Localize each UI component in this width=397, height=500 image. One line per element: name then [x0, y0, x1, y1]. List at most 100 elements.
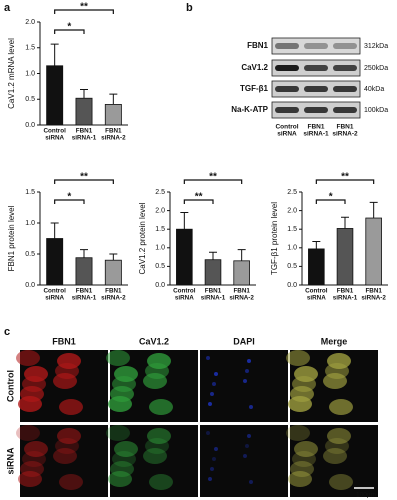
- significance-bracket: [54, 9, 114, 14]
- panel-label: a: [4, 2, 11, 14]
- x-tick-label: FBN1: [365, 288, 382, 295]
- x-tick-label: FBN1: [76, 288, 93, 295]
- cell: [114, 441, 138, 457]
- y-tick-label: 0.5: [25, 251, 35, 258]
- x-tick-label: Control: [43, 288, 66, 295]
- significance-label: **: [341, 172, 349, 183]
- significance-bracket: [315, 199, 346, 204]
- error-bar: [109, 93, 118, 105]
- x-tick-label: siRNA: [45, 295, 64, 302]
- cell: [206, 356, 210, 360]
- y-axis-label: CaV1.2 mRNA level: [7, 38, 16, 109]
- blot-band: [333, 86, 357, 92]
- cell: [208, 477, 212, 481]
- cell: [245, 444, 249, 448]
- significance-label: **: [195, 192, 203, 203]
- cell: [286, 425, 310, 441]
- panel-label: c: [4, 326, 10, 338]
- significance-label: **: [209, 172, 217, 183]
- cell: [57, 428, 81, 444]
- bar: [204, 259, 222, 286]
- bar: [104, 104, 122, 126]
- blot-band: [304, 86, 328, 92]
- protein-label: TGF-β1: [240, 84, 269, 93]
- bar: [233, 260, 250, 286]
- blot-band: [304, 107, 328, 113]
- condition-label: Control: [5, 370, 15, 402]
- blot-band: [304, 43, 328, 49]
- error-bar: [312, 240, 321, 249]
- cell: [208, 402, 212, 406]
- cell: [329, 399, 353, 415]
- channel-label: CaV1.2: [139, 336, 169, 346]
- cell: [249, 480, 253, 484]
- cell: [53, 448, 77, 464]
- lane-label: FBN1: [308, 124, 325, 131]
- y-tick-label: 0.0: [155, 282, 165, 289]
- cell: [20, 461, 44, 477]
- cell: [212, 382, 216, 386]
- bar: [75, 257, 93, 286]
- cell: [294, 441, 318, 457]
- cell: [323, 448, 347, 464]
- lane-label: siRNA-1: [303, 131, 329, 138]
- error-bar: [209, 251, 217, 260]
- error-bar: [109, 253, 118, 261]
- protein-label: Na-K-ATP: [231, 105, 268, 114]
- y-tick-label: 0.0: [25, 282, 35, 289]
- scale-label: 100μm: [356, 492, 376, 499]
- cell: [18, 471, 42, 487]
- cell: [57, 353, 81, 369]
- cell: [59, 399, 83, 415]
- error-bar: [80, 88, 88, 99]
- blot-band: [333, 43, 357, 49]
- cell: [294, 366, 318, 382]
- x-tick-label: FBN1: [233, 288, 250, 295]
- cell: [143, 448, 167, 464]
- cell: [327, 353, 351, 369]
- x-tick-label: siRNA-2: [361, 295, 386, 302]
- y-tick-label: 1.0: [287, 245, 297, 252]
- x-tick-label: siRNA-2: [229, 295, 254, 302]
- y-tick-label: 1.5: [155, 226, 165, 233]
- y-tick-label: 1.5: [25, 45, 35, 52]
- protein-label: FBN1: [247, 41, 268, 50]
- y-axis-label: FBN1 protein level: [7, 205, 16, 271]
- error-bar: [80, 249, 88, 258]
- y-tick-label: 0.0: [287, 282, 297, 289]
- y-tick-label: 2.5: [155, 189, 165, 196]
- cell: [214, 372, 218, 376]
- cell: [147, 428, 171, 444]
- significance-label: **: [80, 2, 88, 13]
- y-tick-label: 0.5: [25, 96, 35, 103]
- condition-label: siRNA: [5, 447, 15, 475]
- size-label: 40kDa: [364, 86, 384, 93]
- blot-band: [275, 86, 299, 92]
- x-tick-label: siRNA-2: [101, 295, 126, 302]
- x-tick-label: siRNA-1: [333, 295, 358, 302]
- cell: [108, 471, 132, 487]
- cell: [149, 474, 173, 490]
- bar: [176, 228, 193, 286]
- significance-bracket: [315, 179, 375, 184]
- x-tick-label: siRNA-2: [101, 135, 126, 142]
- cell: [286, 350, 310, 366]
- x-tick-label: FBN1: [205, 288, 222, 295]
- cell: [110, 461, 134, 477]
- y-axis-label: TGF-β1 protein level: [270, 202, 279, 275]
- significance-bracket: [183, 179, 243, 184]
- protein-label: CaV1.2: [241, 63, 268, 72]
- panel-label: b: [186, 2, 193, 14]
- size-label: 250kDa: [364, 65, 388, 72]
- blot-band: [275, 65, 299, 71]
- y-tick-label: 2.5: [287, 189, 297, 196]
- significance-label: *: [329, 192, 333, 203]
- x-tick-label: FBN1: [105, 128, 122, 135]
- cell: [243, 379, 247, 383]
- y-tick-label: 2.0: [287, 207, 297, 214]
- size-label: 100kDa: [364, 107, 388, 114]
- channel-label: DAPI: [233, 336, 255, 346]
- significance-label: *: [67, 22, 71, 33]
- x-tick-label: FBN1: [76, 128, 93, 135]
